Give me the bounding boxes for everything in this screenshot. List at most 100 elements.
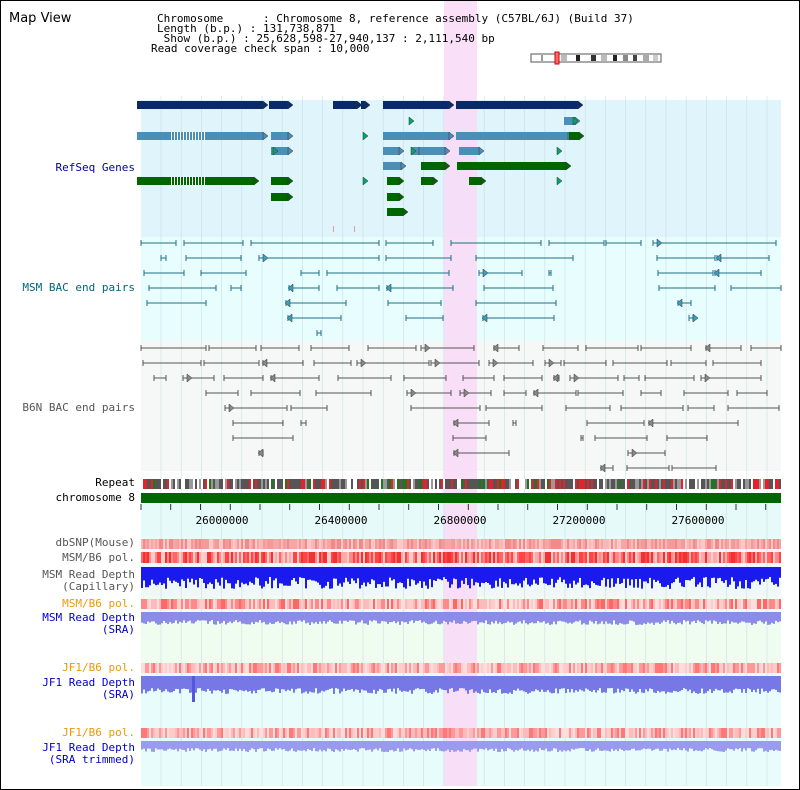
jf1-read-depth-sra: [513, 676, 515, 690]
track-label-repeat[interactable]: Repeat: [95, 476, 135, 489]
track-label-chromosome[interactable]: chromosome 8: [55, 491, 135, 504]
msm-b6-polymorphism-sra: [593, 599, 595, 609]
msm-read-depth-sra: [635, 612, 637, 625]
dbsnp-density: [661, 539, 663, 549]
jf1-b6-polymorphism-trim: [653, 728, 655, 738]
msm-b6-polymorphism: [515, 552, 517, 563]
repeat-element: [359, 479, 361, 489]
jf1-read-depth-sra: [519, 676, 521, 691]
jf1-b6-polymorphism: [339, 663, 341, 673]
jf1-b6-polymorphism-trim: [679, 728, 681, 738]
jf1-read-depth-sra: [201, 676, 203, 691]
dbsnp-density: [321, 539, 323, 549]
dbsnp-density: [363, 539, 365, 549]
msm-read-depth-capillary: [197, 567, 199, 588]
msm-b6-polymorphism-sra: [353, 599, 355, 609]
track-label-jf1-b6-pol-trim[interactable]: JF1/B6 pol.: [62, 726, 135, 739]
jf1-b6-polymorphism: [601, 663, 603, 673]
msm-read-depth-sra: [229, 612, 231, 622]
msm-b6-polymorphism-sra: [565, 599, 567, 609]
msm-b6-polymorphism-sra: [699, 599, 701, 609]
msm-b6-polymorphism: [529, 552, 531, 563]
jf1-b6-polymorphism-trim: [213, 728, 215, 738]
msm-b6-polymorphism-sra: [731, 599, 733, 609]
msm-read-depth-sra: [167, 612, 169, 625]
jf1-b6-polymorphism: [259, 663, 261, 673]
track-label-msm-depth-cap[interactable]: MSM Read Depth: [42, 568, 135, 581]
track-label-jf1-b6-pol[interactable]: JF1/B6 pol.: [62, 661, 135, 674]
jf1-read-depth-sra: [311, 676, 313, 693]
msm-read-depth-sra: [461, 612, 463, 624]
jf1-read-depth-sra: [559, 676, 561, 690]
jf1-read-depth-sra: [593, 676, 595, 690]
track-label-dbsnp[interactable]: dbSNP(Mouse): [55, 536, 135, 549]
jf1-b6-polymorphism-trim: [615, 728, 617, 738]
msm-read-depth-capillary: [709, 567, 711, 588]
jf1-b6-polymorphism: [639, 663, 641, 673]
track-label-b6n-bac[interactable]: B6N BAC end pairs: [22, 401, 135, 414]
dbsnp-density: [423, 539, 425, 549]
jf1-b6-polymorphism-trim: [525, 728, 527, 738]
msm-b6-polymorphism: [717, 552, 719, 563]
exon-gap: [183, 177, 184, 185]
msm-read-depth-capillary: [637, 567, 639, 588]
jf1-read-depth-sra: [729, 676, 731, 692]
msm-read-depth-capillary: [611, 567, 613, 579]
repeat-element: [201, 479, 203, 489]
jf1-b6-polymorphism-trim: [559, 728, 561, 738]
msm-read-depth-capillary: [373, 567, 375, 581]
msm-read-depth-sra: [621, 612, 623, 624]
dbsnp-density: [615, 539, 617, 549]
msm-read-depth-capillary: [477, 567, 479, 583]
msm-b6-polymorphism: [765, 552, 767, 563]
jf1-read-depth-trimmed: [465, 741, 467, 751]
jf1-b6-polymorphism-trim: [173, 728, 175, 738]
dbsnp-density: [409, 539, 411, 549]
msm-read-depth-sra: [717, 612, 719, 625]
jf1-b6-polymorphism: [777, 663, 779, 673]
jf1-b6-polymorphism-trim: [297, 728, 299, 738]
refseq-gene: [457, 162, 566, 170]
jf1-b6-polymorphism: [459, 663, 461, 673]
jf1-b6-polymorphism-trim: [427, 728, 429, 738]
jf1-read-depth-trimmed: [277, 741, 279, 750]
repeat-element: [455, 479, 457, 489]
jf1-b6-polymorphism-trim: [437, 728, 439, 738]
msm-b6-polymorphism-sra: [591, 599, 593, 609]
repeat-element: [621, 479, 623, 489]
msm-read-depth-capillary: [481, 567, 483, 583]
track-label-jf1-depth[interactable]: JF1 Read Depth: [42, 676, 135, 689]
jf1-read-depth-sra: [239, 676, 241, 690]
msm-read-depth-capillary: [383, 567, 385, 582]
repeat-element: [483, 479, 485, 489]
dbsnp-density: [331, 539, 333, 549]
jf1-read-depth-trimmed: [179, 741, 181, 749]
jf1-read-depth-sra: [613, 676, 615, 694]
msm-b6-polymorphism-sra: [349, 599, 351, 609]
jf1-read-depth-sra: [415, 676, 417, 689]
jf1-read-depth-trimmed: [429, 741, 431, 751]
msm-b6-polymorphism: [591, 552, 593, 563]
jf1-read-depth-sra: [647, 676, 649, 692]
msm-b6-polymorphism-sra: [499, 599, 501, 609]
msm-read-depth-capillary: [615, 567, 617, 584]
msm-b6-polymorphism-sra: [369, 599, 371, 609]
track-label-msm-b6-pol[interactable]: MSM/B6 pol.: [62, 551, 135, 564]
msm-read-depth-capillary: [231, 567, 233, 589]
msm-b6-polymorphism-sra: [203, 599, 205, 609]
track-label-msm-b6-pol-sra[interactable]: MSM/B6 pol.: [62, 597, 135, 610]
jf1-b6-polymorphism-trim: [743, 728, 745, 738]
msm-read-depth-capillary: [729, 567, 731, 585]
track-label-msm-bac[interactable]: MSM BAC end pairs: [22, 281, 135, 294]
msm-b6-polymorphism: [255, 552, 257, 563]
msm-read-depth-sra: [213, 612, 215, 625]
track-label-msm-depth-sra[interactable]: MSM Read Depth: [42, 611, 135, 624]
msm-read-depth-capillary: [537, 567, 539, 585]
dbsnp-density: [327, 539, 329, 549]
track-label-refseq[interactable]: RefSeq Genes: [55, 161, 135, 174]
msm-read-depth-capillary: [487, 567, 489, 583]
track-label-jf1-depth-trim[interactable]: JF1 Read Depth: [42, 741, 135, 754]
msm-read-depth-capillary: [313, 567, 315, 581]
dbsnp-density: [399, 539, 401, 549]
